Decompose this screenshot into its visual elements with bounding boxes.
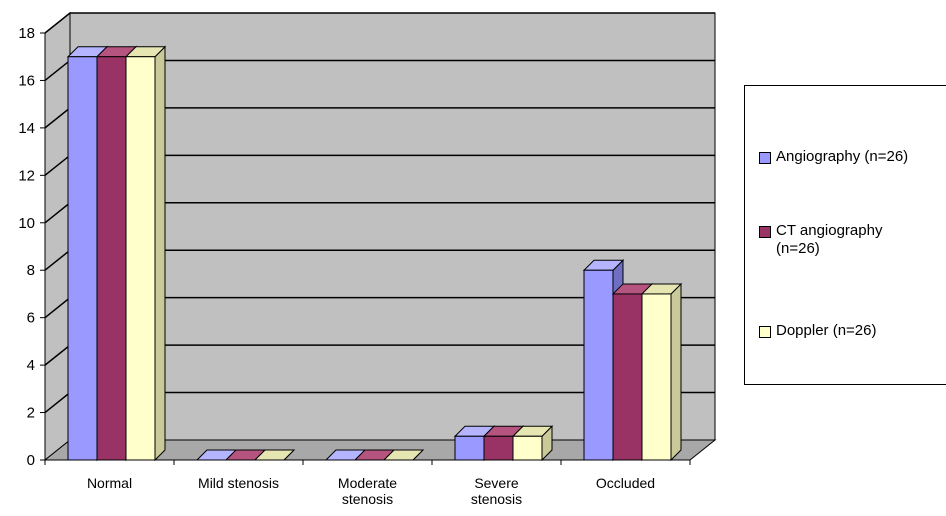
x-tick-label: stenosis [471,491,522,507]
bar [641,293,672,461]
y-tick-label: 12 [18,167,35,184]
bar [512,435,543,461]
bar [583,269,614,461]
bar [96,56,127,461]
y-tick-label: 16 [18,72,35,89]
legend-label-angiography: Angiography (n=26) [776,148,909,165]
legend-item-angiography: Angiography (n=26) [759,148,946,166]
bar-top [253,449,296,461]
y-tick-label: 14 [18,120,35,137]
y-tick-label: 6 [27,310,35,327]
y-tick-label: 8 [27,262,35,279]
legend-swatch-angiography [759,152,771,164]
x-tick-label: Severe [474,475,519,491]
x-tick-label: Mild stenosis [198,475,279,491]
bar [125,56,156,461]
bar [67,56,98,461]
x-tick-label: stenosis [342,491,393,507]
bar [483,435,514,461]
bar-side [154,45,166,462]
bar [454,435,485,461]
gridline [44,12,715,34]
legend-item-ct-angiography: CT angiography (n=26) [759,222,946,258]
chart-side-wall [44,11,71,462]
x-tick-label: Normal [87,475,132,491]
legend-item-doppler: Doppler (n=26) [759,322,946,340]
legend-label-ct-angiography: CT angiography (n=26) [776,222,882,258]
legend-label-doppler: Doppler (n=26) [776,322,877,339]
y-tick-label: 0 [27,452,35,469]
y-tick-label: 18 [18,25,35,42]
bar [612,293,643,461]
y-tick-label: 2 [27,405,35,422]
legend-swatch-doppler [759,326,771,338]
bar-side [670,282,682,462]
y-tick-label: 10 [18,215,35,232]
legend-label-ct-angiography-line-1: CT angiography [776,222,883,239]
x-tick-label: Moderate [338,475,397,491]
y-tick-label: 4 [27,357,35,374]
x-tick-label: Occluded [596,475,655,491]
legend-swatch-ct-angiography [759,226,771,238]
chart-legend: Angiography (n=26) CT angiography (n=26)… [744,85,946,385]
bar-top [382,449,425,461]
legend-label-ct-angiography-line-2: (n=26) [776,240,820,257]
